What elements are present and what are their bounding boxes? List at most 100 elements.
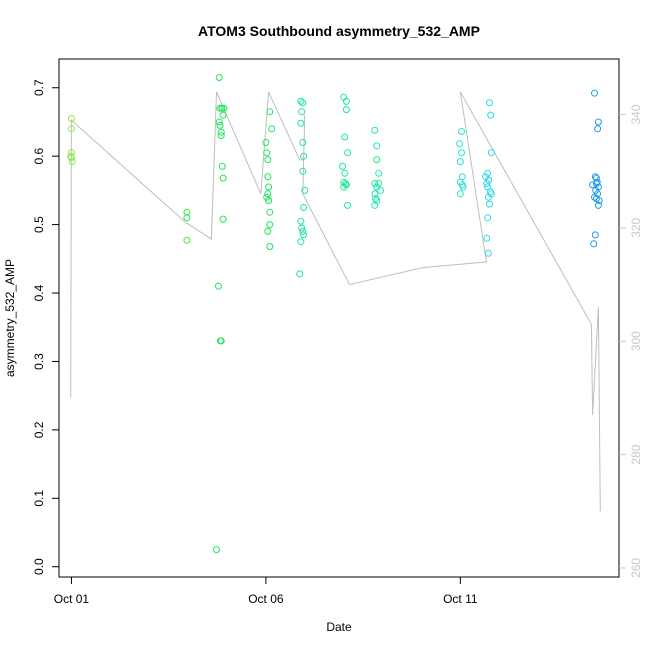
y-axis-right: 260 280 300 320 340 [619,104,643,578]
data-point [297,217,305,225]
data-point [458,149,465,157]
x-axis: Oct 01 Oct 06 Oct 11 [54,577,478,606]
data-point [219,215,227,223]
data-point [266,243,274,250]
data-point [458,128,465,135]
data-point [297,97,305,105]
data-point [456,158,464,166]
data-point [268,125,276,133]
line-layer [70,91,601,512]
data-point [594,118,602,126]
data-point [484,193,492,201]
y-tick-label: 0.6 [32,148,46,165]
x-axis-label: Date [326,620,352,634]
data-point [299,99,307,107]
data-point [342,180,350,187]
data-point [213,546,220,554]
data-point [219,111,227,119]
data-point [220,104,228,112]
data-point [262,139,270,146]
series-line [70,91,601,512]
data-point [216,104,224,112]
data-point [297,238,305,246]
data-point [299,227,307,235]
data-point [67,125,75,133]
data-point [264,227,272,235]
data-point [371,190,379,198]
data-point [266,208,274,216]
y-tick-label: 0.0 [32,558,46,575]
data-point [483,234,491,242]
data-point [266,108,274,116]
data-point [591,231,599,239]
data-point [373,183,381,191]
data-point [183,214,191,222]
data-point [218,104,226,112]
data-point [263,193,271,201]
data-point [482,173,490,181]
data-point [301,186,309,194]
x-tick-label: Oct 01 [54,592,90,606]
data-point [218,162,226,170]
data-point [592,186,600,194]
data-point [264,190,272,198]
data-point [594,201,602,209]
data-point [298,108,306,116]
data-point [217,132,225,140]
data-point [342,181,350,189]
data-point [67,149,75,157]
y2-tick-label: 340 [629,104,643,124]
y2-tick-label: 300 [629,331,643,351]
data-point [67,115,75,122]
y-tick-label: 0.7 [32,79,46,96]
data-point [456,140,464,148]
data-point [456,190,464,198]
data-point [217,128,225,136]
data-point [296,270,304,278]
data-point [265,197,273,205]
data-point [342,106,350,114]
data-point [339,162,346,170]
x-tick-label: Oct 11 [443,592,478,606]
data-point [484,249,492,257]
data-point [591,89,598,97]
data-point [486,200,493,208]
data-point [216,121,224,129]
data-point [298,224,306,232]
data-point [487,111,495,119]
data-point [373,197,381,205]
data-point [263,149,271,157]
data-point [342,97,350,105]
data-point [266,221,274,229]
data-point [214,282,222,290]
data-point [375,169,383,177]
y-tick-label: 0.2 [32,421,46,438]
data-point [591,193,598,201]
data-point [300,204,308,211]
data-point [371,126,379,134]
data-point [487,149,495,157]
y2-tick-label: 320 [629,218,643,238]
y-tick-label: 0.3 [32,353,46,370]
y2-tick-label: 260 [629,558,643,578]
data-point [264,156,272,164]
y-axis-label: asymmetry_532_AMP [3,259,17,377]
data-point [344,201,352,209]
data-point [373,142,381,150]
data-point [459,183,467,191]
data-point [373,156,381,164]
data-point [375,180,383,187]
data-point [341,169,349,177]
data-point [377,186,385,194]
data-point [484,214,492,222]
data-point [183,236,191,244]
data-point [590,240,598,248]
data-point [483,180,491,187]
y-tick-label: 0.5 [32,216,46,233]
data-point [217,337,225,345]
x-tick-label: Oct 06 [248,592,284,606]
data-point [67,152,75,160]
data-point [344,149,352,157]
data-point [484,169,492,177]
